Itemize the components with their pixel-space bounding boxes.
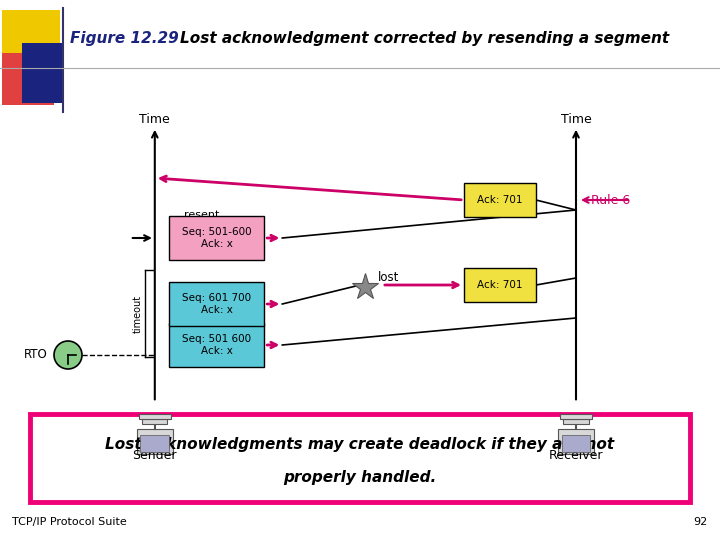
- Bar: [562, 435, 590, 451]
- Text: Seq: 501 600
Ack: x: Seq: 501 600 Ack: x: [182, 334, 251, 356]
- Bar: [22, 43, 62, 103]
- Text: Rule 6: Rule 6: [591, 193, 630, 206]
- Text: RTO: RTO: [24, 348, 48, 361]
- Bar: [563, 419, 589, 424]
- Text: 92: 92: [694, 517, 708, 527]
- Bar: [140, 435, 169, 451]
- Text: resent: resent: [184, 210, 220, 220]
- Bar: [2, 10, 60, 68]
- Text: Lost acknowledgments may create deadlock if they are not: Lost acknowledgments may create deadlock…: [105, 437, 615, 453]
- Text: Receiver: Receiver: [549, 449, 603, 462]
- Bar: [558, 429, 594, 454]
- Text: Seq: 501-600
Ack: x: Seq: 501-600 Ack: x: [182, 227, 251, 249]
- Bar: [143, 419, 167, 424]
- Text: Time: Time: [140, 113, 170, 126]
- Bar: [139, 414, 171, 419]
- Bar: [464, 268, 536, 302]
- Text: Sender: Sender: [132, 449, 177, 462]
- Text: properly handled.: properly handled.: [284, 470, 436, 485]
- Circle shape: [54, 341, 82, 369]
- Text: Lost acknowledgment corrected by resending a segment: Lost acknowledgment corrected by resendi…: [180, 30, 669, 45]
- Text: Time: Time: [561, 113, 591, 126]
- Bar: [464, 183, 536, 217]
- Text: Ack: 701: Ack: 701: [477, 195, 523, 205]
- Bar: [169, 282, 264, 326]
- Text: Seq: 601 700
Ack: x: Seq: 601 700 Ack: x: [182, 293, 251, 315]
- Text: Ack: 701: Ack: 701: [477, 280, 523, 290]
- Bar: [137, 429, 173, 454]
- Bar: [169, 323, 264, 367]
- Text: Figure 12.29: Figure 12.29: [70, 30, 179, 45]
- Text: timeout: timeout: [132, 294, 143, 333]
- Bar: [2, 53, 54, 105]
- Text: lost: lost: [378, 271, 400, 284]
- Bar: [169, 216, 264, 260]
- Text: TCP/IP Protocol Suite: TCP/IP Protocol Suite: [12, 517, 127, 527]
- Bar: [560, 414, 592, 419]
- Bar: [30, 414, 690, 502]
